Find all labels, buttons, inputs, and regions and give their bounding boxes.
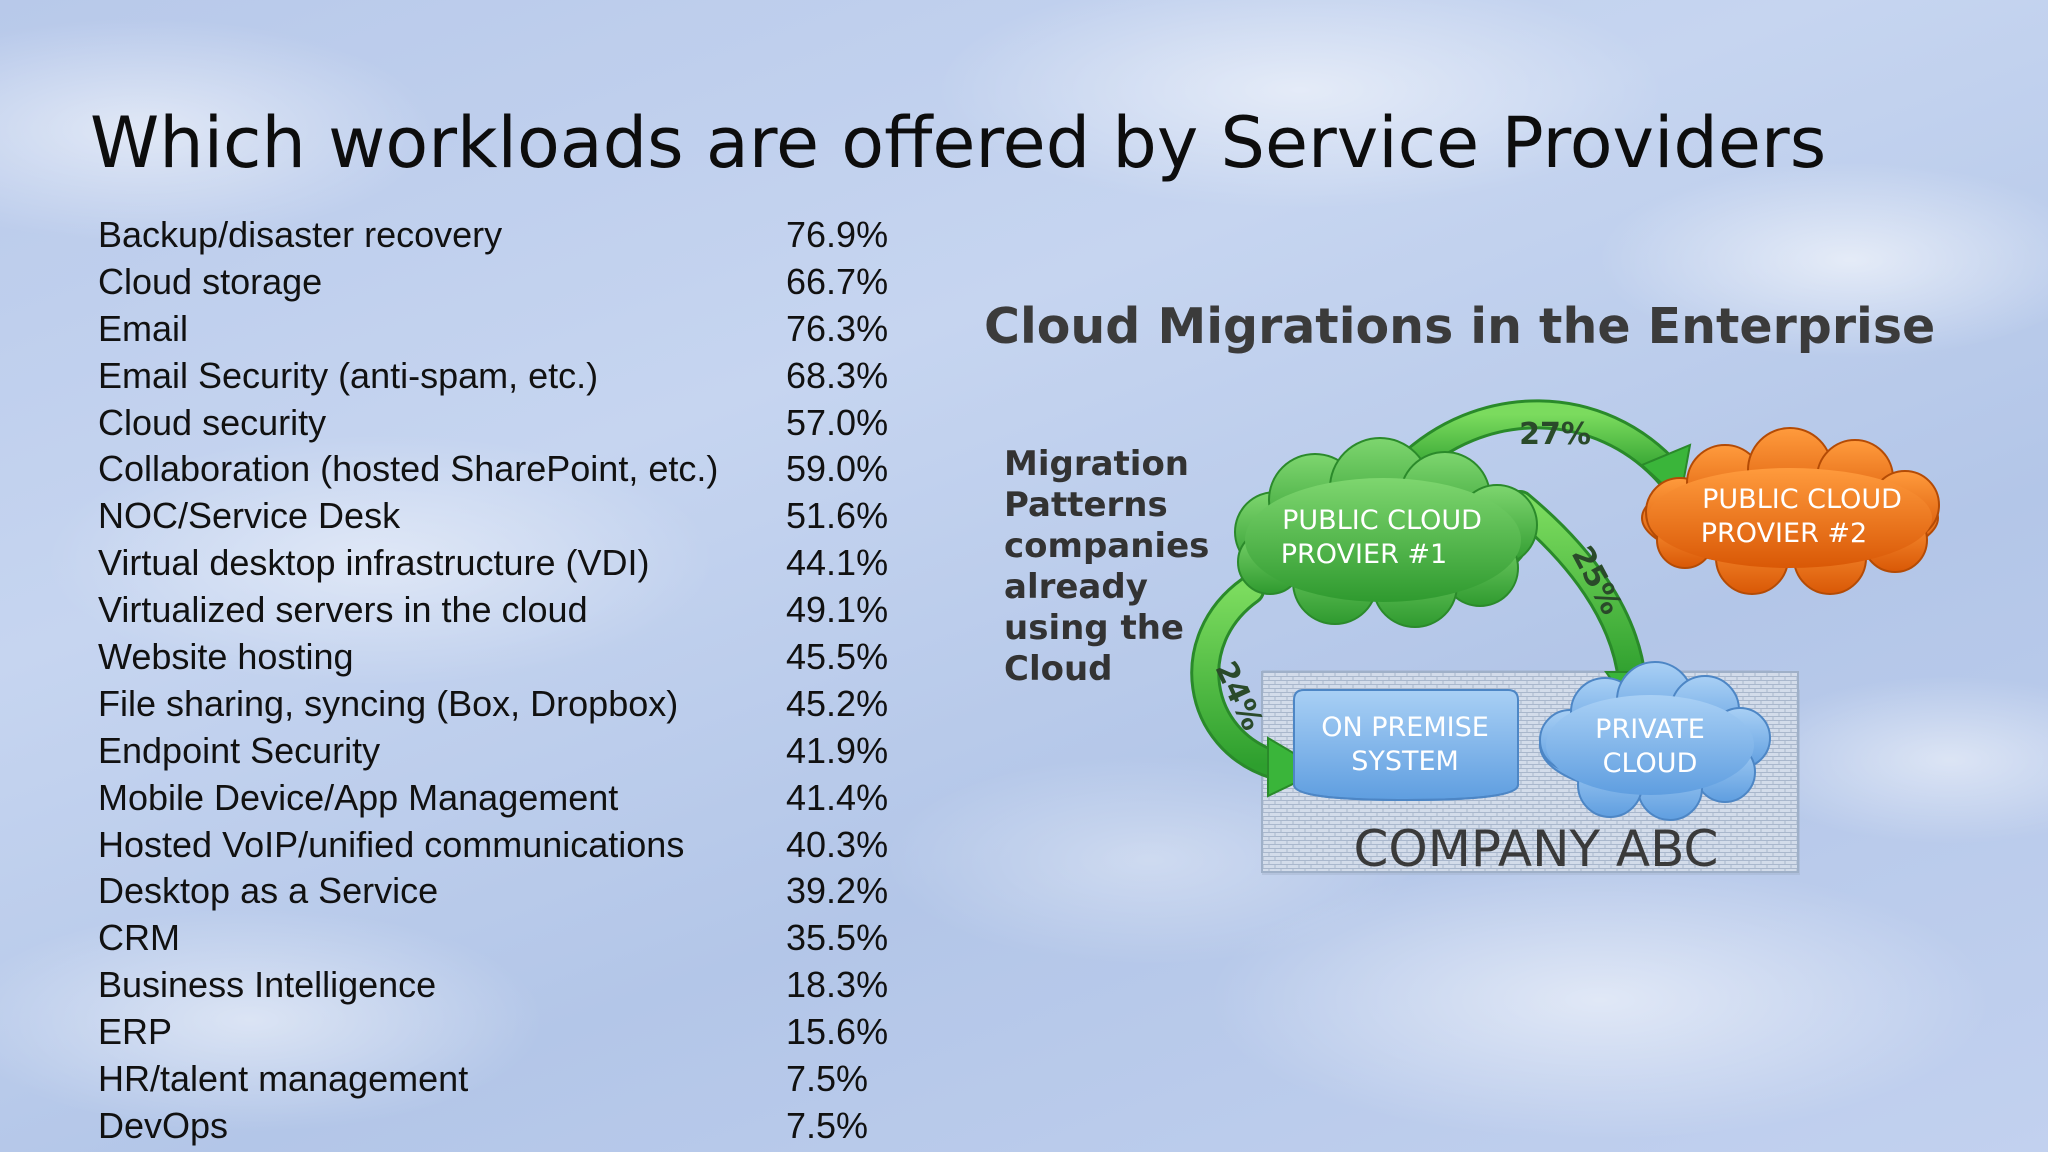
list-item: Business Intelligence 18.3% <box>98 962 898 1009</box>
workload-list: Backup/disaster recovery 76.9% Cloud stor… <box>98 212 898 1150</box>
workload-percent: 40.3% <box>786 823 889 865</box>
private-cloud-label: PRIVATE <box>1595 714 1705 745</box>
workload-name: Backup/disaster recovery <box>98 214 503 255</box>
workload-name: Cloud storage <box>98 260 323 302</box>
workload-name: Virtual desktop infrastructure (VDI) <box>98 542 650 584</box>
workload-percent: 57.0% <box>786 401 889 443</box>
public-cloud-1: PUBLIC CLOUD PROVIER #1 <box>1234 437 1538 628</box>
migration-label-line: Cloud <box>1004 649 1113 689</box>
workload-name: Endpoint Security <box>98 729 381 771</box>
workload-percent: 76.3% <box>786 307 889 349</box>
workload-percent: 7.5% <box>786 1058 869 1100</box>
workload-percent: 66.7% <box>786 260 889 302</box>
list-item: Email 76.3% <box>98 306 898 353</box>
company-label: COMPANY ABC <box>1354 820 1719 878</box>
workload-percent: 76.9% <box>786 214 889 255</box>
list-item: Cloud storage 66.7% <box>98 259 898 306</box>
list-item: Virtualized servers in the cloud 49.1% <box>98 587 898 634</box>
workload-percent: 18.3% <box>786 964 889 1006</box>
public-cloud-2: PUBLIC CLOUD PROVIER #2 <box>1641 427 1940 595</box>
migration-patterns-label: Migration Patterns companies already usi… <box>1004 444 1209 690</box>
workload-percent: 68.3% <box>786 354 889 396</box>
public-cloud-2-label: PROVIER #2 <box>1701 518 1867 549</box>
workload-name: Website hosting <box>98 636 354 678</box>
workload-name: Collaboration (hosted SharePoint, etc.) <box>98 448 719 490</box>
diagram-title: Cloud Migrations in the Enterprise <box>984 298 1936 355</box>
workload-name: HR/talent management <box>98 1058 469 1100</box>
workload-percent: 45.5% <box>786 636 889 678</box>
private-cloud: PRIVATE CLOUD <box>1539 661 1771 821</box>
migration-label-line: Migration <box>1004 444 1190 484</box>
list-item: Cloud security 57.0% <box>98 400 898 447</box>
migration-label-line: Patterns <box>1004 485 1168 525</box>
list-item: Mobile Device/App Management 41.4% <box>98 775 898 822</box>
public-cloud-1-label: PROVIER #1 <box>1281 539 1447 570</box>
workload-name: CRM <box>98 917 180 959</box>
workload-percent: 45.2% <box>786 682 889 724</box>
workload-percent: 41.4% <box>786 776 889 818</box>
list-item: Desktop as a Service 39.2% <box>98 868 898 915</box>
arrow-top-percent: 27% <box>1519 417 1591 452</box>
on-premise-system: ON PREMISE SYSTEM <box>1293 689 1519 802</box>
workload-name: Email Security (anti-spam, etc.) <box>98 354 599 396</box>
workload-percent: 15.6% <box>786 1011 889 1053</box>
workload-name: Desktop as a Service <box>98 870 439 912</box>
list-item: Virtual desktop infrastructure (VDI) 44.1… <box>98 540 898 587</box>
workload-percent: 51.6% <box>786 495 889 537</box>
list-item: Hosted VoIP/unified communications 40.3% <box>98 822 898 869</box>
workload-name: Email <box>98 307 189 349</box>
list-item: HR/talent management 7.5% <box>98 1056 898 1103</box>
private-cloud-label: CLOUD <box>1603 748 1698 779</box>
list-item: ERP 15.6% <box>98 1009 898 1056</box>
workload-percent: 59.0% <box>786 448 889 490</box>
workload-name: NOC/Service Desk <box>98 495 401 537</box>
list-item: File sharing, syncing (Box, Dropbox) 45.2… <box>98 681 898 728</box>
workload-name: Mobile Device/App Management <box>98 776 619 818</box>
public-cloud-2-label: PUBLIC CLOUD <box>1702 484 1902 515</box>
workload-percent: 35.5% <box>786 917 889 959</box>
workload-percent: 49.1% <box>786 589 889 631</box>
workload-percent: 44.1% <box>786 542 889 584</box>
workload-name: File sharing, syncing (Box, Dropbox) <box>98 682 679 724</box>
workload-name: Cloud security <box>98 401 327 443</box>
migration-label-line: companies <box>1004 526 1210 566</box>
list-item: Email Security (anti-spam, etc.) 68.3% <box>98 353 898 400</box>
workload-name: ERP <box>98 1011 173 1053</box>
public-cloud-1-label: PUBLIC CLOUD <box>1282 505 1482 536</box>
workload-name: Hosted VoIP/unified communications <box>98 823 685 865</box>
list-item: Collaboration (hosted SharePoint, etc.) 5… <box>98 446 898 493</box>
list-item: Backup/disaster recovery 76.9% <box>98 212 898 259</box>
workload-percent: 41.9% <box>786 729 889 771</box>
arrow-cloud1-to-cloud2: 27% <box>1390 399 1692 502</box>
list-item: Website hosting 45.5% <box>98 634 898 681</box>
migration-label-line: using the <box>1004 608 1184 648</box>
migration-label-line: already <box>1004 567 1148 607</box>
slide-title: Which workloads are offered by Service P… <box>90 102 1827 184</box>
list-item: CRM 35.5% <box>98 915 898 962</box>
workload-name: DevOps <box>98 1104 229 1146</box>
list-item: NOC/Service Desk 51.6% <box>98 493 898 540</box>
workload-percent: 7.5% <box>786 1104 869 1146</box>
arrow-cloud1-to-onpremise: 24% <box>1190 575 1325 798</box>
on-premise-label: ON PREMISE <box>1321 712 1489 743</box>
list-item: Endpoint Security 41.9% <box>98 728 898 775</box>
workload-name: Virtualized servers in the cloud <box>98 589 588 631</box>
on-premise-label: SYSTEM <box>1351 746 1459 777</box>
workload-percent: 39.2% <box>786 870 889 912</box>
list-item: DevOps 7.5% <box>98 1103 898 1150</box>
workload-name: Business Intelligence <box>98 964 437 1006</box>
